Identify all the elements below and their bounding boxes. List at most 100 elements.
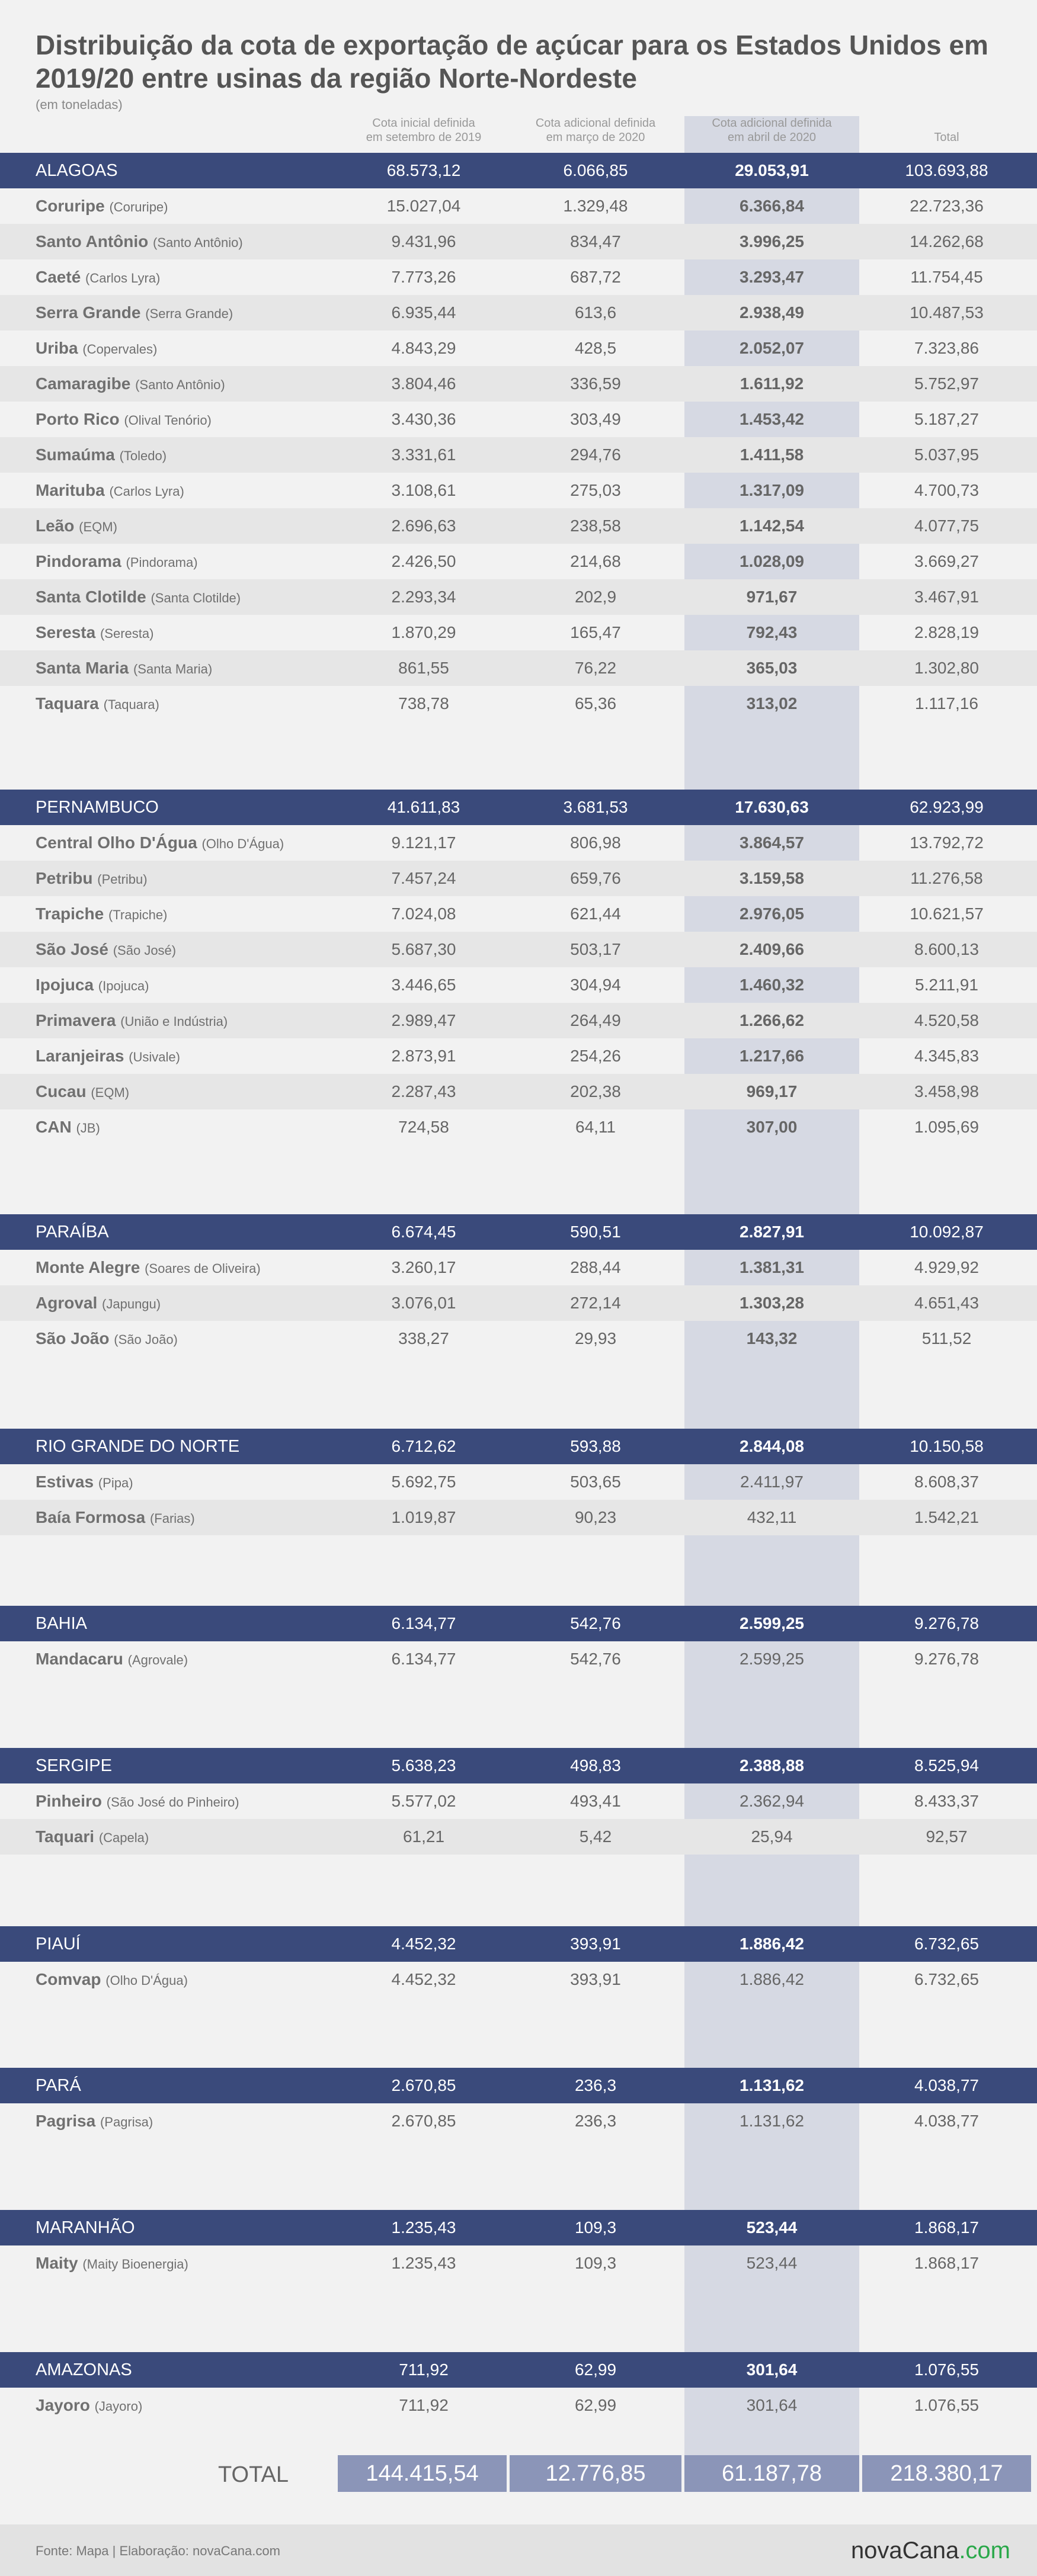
column-separator [507, 1321, 508, 1356]
mill-value-march: 109,3 [574, 2254, 617, 2272]
column-separator [859, 544, 861, 579]
region-row: BAHIA 6.134,77 542,76 2.599,25 9.276,78 [0, 1606, 1037, 1641]
mill-value-initial: 4.843,29 [391, 339, 456, 357]
mill-name-cell: Jayoro (Jayoro) [36, 2388, 142, 2424]
mill-value-march: 254,26 [570, 1047, 621, 1065]
mill-value-total: 5.211,91 [915, 976, 978, 994]
mill-value-march: 806,98 [570, 833, 621, 852]
column-separator [507, 2245, 508, 2281]
mill-owner: (Ipojuca) [98, 979, 149, 993]
mill-value-march: 659,76 [570, 869, 621, 887]
region-value-initial: 4.452,32 [391, 1935, 456, 1953]
mill-value-initial: 3.076,01 [391, 1294, 456, 1312]
column-separator [681, 1641, 683, 1677]
mill-owner: (Maity Bioenergia) [82, 2257, 188, 2272]
novacana-logo[interactable]: novaCana.com [851, 2537, 1010, 2564]
mill-value-total: 1.117,16 [915, 694, 978, 713]
mill-value-march: 214,68 [570, 552, 621, 570]
region-value-april: 2.599,25 [740, 1614, 804, 1632]
column-separator [507, 1641, 508, 1677]
mill-name: Trapiche [36, 904, 104, 923]
mill-value-total: 4.077,75 [914, 517, 979, 535]
mill-value-total: 5.037,95 [914, 445, 979, 464]
mill-name: Caeté [36, 268, 81, 286]
mill-row: Caeté (Carlos Lyra) 7.773,26 687,72 3.293,4… [0, 259, 1037, 295]
mill-value-march: 165,47 [570, 623, 621, 641]
mill-owner: (Agrovale) [127, 1653, 188, 1667]
mill-owner: (Trapiche) [108, 907, 168, 922]
mill-row: Santo Antônio (Santo Antônio) 9.431,96 834… [0, 224, 1037, 259]
column-separator [507, 1250, 508, 1285]
column-separator [681, 686, 683, 721]
column-separator [681, 1321, 683, 1356]
mill-name: CAN [36, 1118, 72, 1136]
mill-value-initial: 5.692,75 [391, 1473, 456, 1491]
mill-owner: (Copervales) [82, 342, 158, 357]
mill-value-total: 1.302,80 [914, 659, 979, 677]
mill-owner: (Santa Maria) [133, 662, 213, 676]
page-subtitle: (em toneladas) [36, 97, 123, 112]
column-separator [681, 615, 683, 650]
region-value-initial: 6.134,77 [391, 1614, 456, 1632]
mill-row: Agroval (Japungu) 3.076,01 272,14 1.303,28 4… [0, 1285, 1037, 1321]
region-value-april: 17.630,63 [735, 798, 809, 816]
mill-value-initial: 338,27 [398, 1329, 449, 1348]
mill-value-total: 11.754,45 [910, 268, 983, 286]
mill-value-total: 1.542,21 [914, 1508, 979, 1526]
mill-value-initial: 2.426,50 [391, 552, 456, 570]
mill-value-total: 4.651,43 [914, 1294, 979, 1312]
column-separator [507, 1783, 508, 1819]
mill-value-march: 238,58 [570, 517, 621, 535]
mill-value-initial: 3.430,36 [391, 410, 456, 428]
mill-value-total: 2.828,19 [914, 623, 979, 641]
mill-name-cell: São João (São João) [36, 1321, 178, 1358]
mill-row: Petribu (Petribu) 7.457,24 659,76 3.159,58 1… [0, 861, 1037, 896]
mill-value-april: 301,64 [746, 2396, 798, 2414]
mill-value-total: 8.433,37 [914, 1792, 979, 1810]
mill-name-cell: Santa Maria (Santa Maria) [36, 650, 212, 687]
mill-value-total: 1.076,55 [914, 2396, 979, 2414]
mill-value-march: 303,49 [570, 410, 621, 428]
mill-owner: (São João) [114, 1332, 178, 1347]
column-separator [859, 331, 861, 366]
column-separator [681, 188, 683, 224]
mill-value-april: 313,02 [746, 694, 798, 713]
mill-row: Monte Alegre (Soares de Oliveira) 3.260,1… [0, 1250, 1037, 1285]
column-separator [507, 1962, 508, 1997]
region-value-march: 498,83 [570, 1756, 621, 1775]
mill-owner: (Olho D'Água) [105, 1973, 188, 1988]
region-value-initial: 711,92 [399, 2360, 449, 2379]
mill-name: Maity [36, 2254, 78, 2272]
mill-name: Camaragibe [36, 374, 131, 393]
region-value-march: 3.681,53 [563, 798, 628, 816]
mill-value-initial: 724,58 [398, 1118, 449, 1136]
region-row: PARÁ 2.670,85 236,3 1.131,62 4.038,77 [0, 2068, 1037, 2103]
mill-name-cell: Central Olho D'Água (Olho D'Água) [36, 825, 284, 862]
column-separator [859, 825, 861, 861]
column-header-march: Cota adicional definida em março de 2020 [535, 117, 656, 144]
mill-value-initial: 4.452,32 [391, 1970, 456, 1988]
mill-value-initial: 7.024,08 [391, 904, 456, 923]
region-value-initial: 68.573,12 [386, 161, 461, 179]
region-value-initial: 6.674,45 [391, 1223, 456, 1241]
region-value-april: 2.388,88 [740, 1756, 804, 1775]
column-separator [681, 1109, 683, 1145]
region-name: RIO GRANDE DO NORTE [36, 1437, 240, 1456]
mill-name-cell: Pinheiro (São José do Pinheiro) [36, 1783, 239, 1820]
region-value-april: 29.053,91 [735, 161, 809, 179]
region-value-april: 523,44 [746, 2218, 798, 2237]
logo-suffix: .com [959, 2537, 1010, 2564]
mill-value-april: 307,00 [746, 1118, 798, 1136]
mill-value-initial: 3.260,17 [391, 1258, 456, 1276]
mill-row: Baía Formosa (Farias) 1.019,87 90,23 432,11… [0, 1500, 1037, 1535]
mill-value-march: 264,49 [570, 1011, 621, 1029]
column-separator [507, 825, 508, 861]
mill-value-march: 393,91 [570, 1970, 621, 1988]
mill-row: Taquari (Capela) 61,21 5,42 25,94 92,57 [0, 1819, 1037, 1855]
column-separator [859, 473, 861, 508]
mill-name-cell: Agroval (Japungu) [36, 1285, 161, 1322]
mill-owner: (Pipa) [98, 1475, 133, 1490]
mill-name-cell: Baía Formosa (Farias) [36, 1500, 195, 1536]
mill-value-initial: 5.687,30 [391, 940, 456, 958]
mill-name: Comvap [36, 1970, 101, 1988]
